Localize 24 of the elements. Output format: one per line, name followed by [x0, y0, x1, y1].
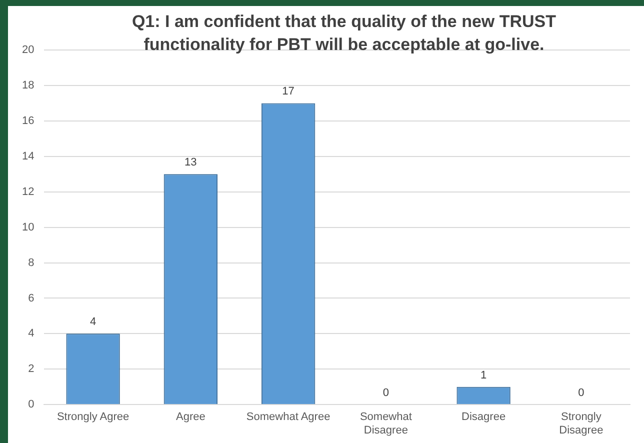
chart-title: Q1: I am confident that the quality of the new TRUST functionality for PBT will be acceptable at go-live. — [130, 11, 558, 56]
y-tick-label: 12 — [22, 186, 34, 198]
y-tick-label: 18 — [22, 79, 34, 92]
x-tick-label: Strongly Agree — [56, 411, 130, 424]
y-tick-label: 2 — [28, 363, 34, 376]
x-tick-label: Somewhat Agree — [246, 411, 330, 424]
y-tick-label: 8 — [28, 256, 34, 269]
data-label: 17 — [282, 86, 294, 98]
y-tick-label: 6 — [28, 292, 34, 304]
y-tick-label: 0 — [28, 398, 34, 411]
x-tick-label: Agree — [176, 411, 206, 424]
y-tick-label: 4 — [28, 328, 34, 340]
y-tick-label: 10 — [22, 221, 34, 234]
data-label: 0 — [578, 387, 584, 400]
y-tick-label: 16 — [22, 114, 34, 127]
x-tick-label: Somewhat Disagree — [360, 411, 412, 436]
data-label: 0 — [382, 387, 389, 400]
data-label: 1 — [480, 369, 487, 382]
data-label: 4 — [90, 316, 96, 328]
y-tick-label: 14 — [22, 150, 34, 162]
data-label: 13 — [184, 156, 197, 169]
x-tick-label: Disagree — [462, 411, 506, 424]
y-tick-label: 20 — [22, 44, 34, 56]
x-tick-label: Strongly Disagree — [559, 411, 604, 436]
